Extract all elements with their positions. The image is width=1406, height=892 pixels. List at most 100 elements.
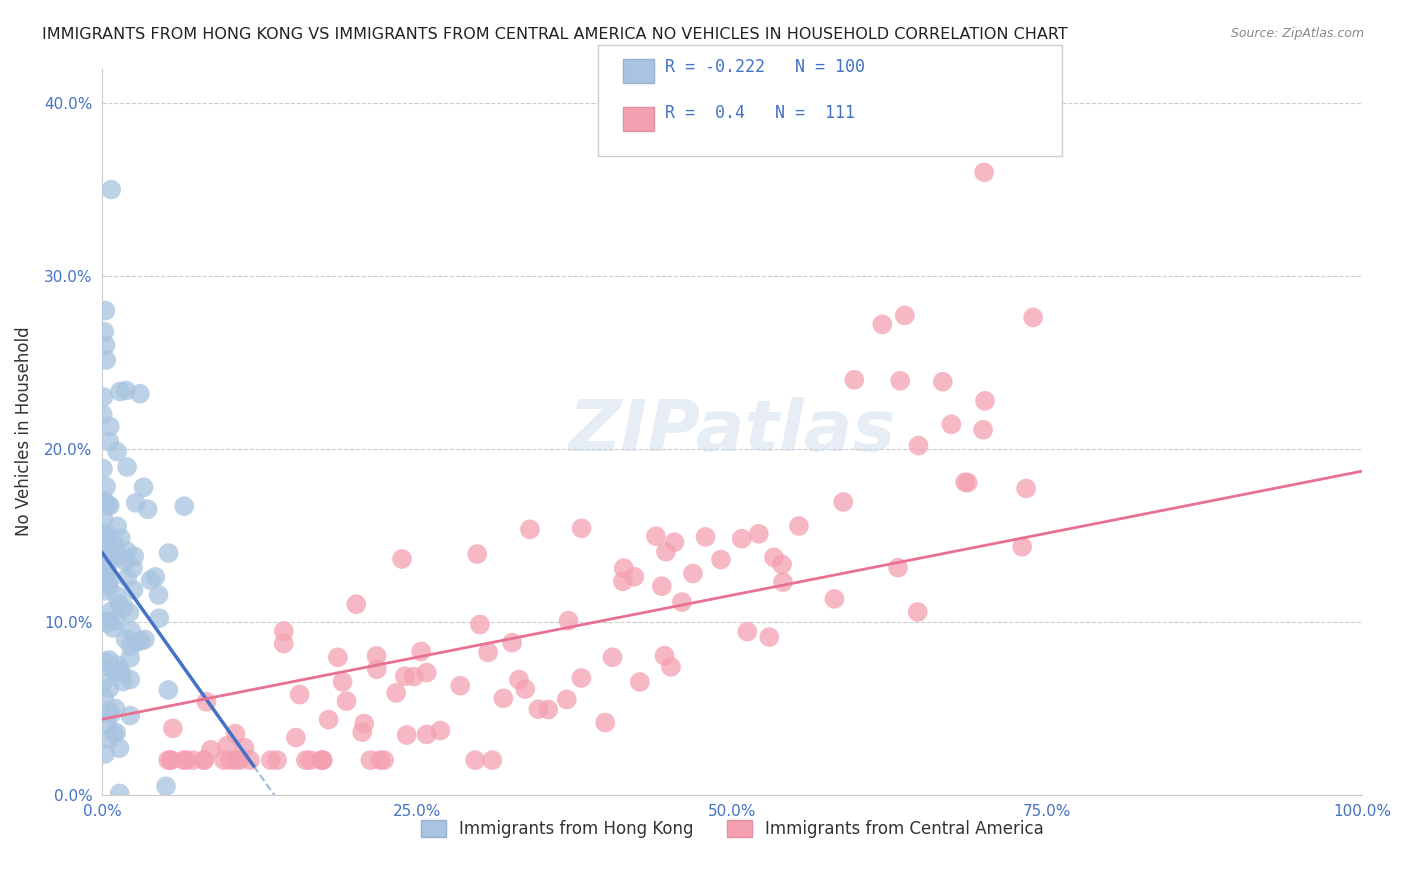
Point bbox=[93, 512, 115, 526]
Point bbox=[200, 743, 222, 757]
Point bbox=[160, 753, 183, 767]
Point bbox=[98, 653, 121, 667]
Point bbox=[105, 725, 128, 739]
Point bbox=[93, 556, 115, 570]
Point bbox=[737, 624, 759, 639]
Point bbox=[120, 639, 142, 653]
Point bbox=[366, 648, 388, 663]
Point bbox=[682, 566, 704, 581]
Point bbox=[312, 753, 335, 767]
Point bbox=[953, 475, 976, 490]
Point bbox=[335, 694, 357, 708]
Point bbox=[233, 740, 256, 755]
Point bbox=[468, 617, 491, 632]
Point bbox=[148, 588, 170, 602]
Point bbox=[98, 574, 121, 588]
Point bbox=[477, 645, 499, 659]
Point bbox=[309, 753, 332, 767]
Point bbox=[464, 753, 486, 767]
Point bbox=[645, 529, 668, 543]
Point bbox=[107, 658, 129, 673]
Point bbox=[155, 779, 177, 793]
Point bbox=[515, 681, 537, 696]
Point bbox=[104, 701, 127, 715]
Point bbox=[160, 753, 183, 767]
Point bbox=[93, 553, 115, 567]
Point bbox=[96, 527, 118, 541]
Point bbox=[352, 725, 374, 739]
Point bbox=[108, 786, 131, 800]
Point bbox=[402, 669, 425, 683]
Point bbox=[602, 650, 624, 665]
Point bbox=[115, 384, 138, 398]
Point bbox=[96, 531, 118, 545]
Point bbox=[501, 635, 523, 649]
Point bbox=[907, 439, 929, 453]
Point bbox=[120, 673, 142, 687]
Point bbox=[527, 702, 550, 716]
Point bbox=[411, 644, 433, 658]
Point bbox=[492, 691, 515, 706]
Point bbox=[120, 624, 142, 638]
Point bbox=[508, 673, 530, 687]
Point bbox=[1015, 482, 1038, 496]
Point bbox=[973, 165, 995, 179]
Point bbox=[671, 595, 693, 609]
Point bbox=[956, 475, 979, 490]
Point bbox=[762, 550, 785, 565]
Point bbox=[195, 695, 218, 709]
Point bbox=[215, 739, 238, 753]
Point bbox=[628, 675, 651, 690]
Point bbox=[108, 664, 131, 678]
Point bbox=[93, 325, 115, 339]
Point bbox=[224, 727, 246, 741]
Text: ZIPatlas: ZIPatlas bbox=[568, 397, 896, 467]
Point bbox=[273, 636, 295, 650]
Point bbox=[373, 753, 395, 767]
Point bbox=[651, 579, 673, 593]
Point bbox=[941, 417, 963, 432]
Point bbox=[97, 732, 120, 747]
Point bbox=[659, 660, 682, 674]
Point bbox=[710, 552, 733, 566]
Point bbox=[96, 480, 118, 494]
Point bbox=[664, 535, 686, 549]
Point bbox=[91, 526, 114, 541]
Point bbox=[100, 707, 122, 722]
Point bbox=[612, 574, 634, 589]
Point bbox=[157, 546, 180, 560]
Point bbox=[368, 753, 391, 767]
Point bbox=[932, 375, 955, 389]
Point bbox=[894, 309, 917, 323]
Point bbox=[571, 521, 593, 535]
Point bbox=[359, 753, 381, 767]
Point bbox=[416, 665, 439, 680]
Point bbox=[122, 561, 145, 575]
Point bbox=[115, 460, 138, 475]
Point bbox=[193, 753, 215, 767]
Point bbox=[93, 654, 115, 668]
Point bbox=[465, 547, 488, 561]
Text: R = -0.222   N = 100: R = -0.222 N = 100 bbox=[665, 58, 865, 76]
Point bbox=[94, 583, 117, 598]
Point bbox=[557, 614, 579, 628]
Point bbox=[415, 727, 437, 741]
Point bbox=[98, 499, 121, 513]
Point bbox=[93, 390, 115, 404]
Point bbox=[103, 549, 125, 563]
Point bbox=[134, 632, 156, 647]
Point bbox=[266, 753, 288, 767]
Point bbox=[91, 675, 114, 690]
Point bbox=[110, 665, 132, 680]
Point bbox=[974, 393, 997, 408]
Point bbox=[593, 715, 616, 730]
Point bbox=[100, 183, 122, 197]
Y-axis label: No Vehicles in Household: No Vehicles in Household bbox=[15, 326, 32, 536]
Point bbox=[907, 605, 929, 619]
Point bbox=[395, 728, 418, 742]
Point bbox=[654, 648, 676, 663]
Point bbox=[299, 753, 322, 767]
Point bbox=[228, 753, 250, 767]
Point bbox=[100, 661, 122, 675]
Point bbox=[97, 557, 120, 571]
